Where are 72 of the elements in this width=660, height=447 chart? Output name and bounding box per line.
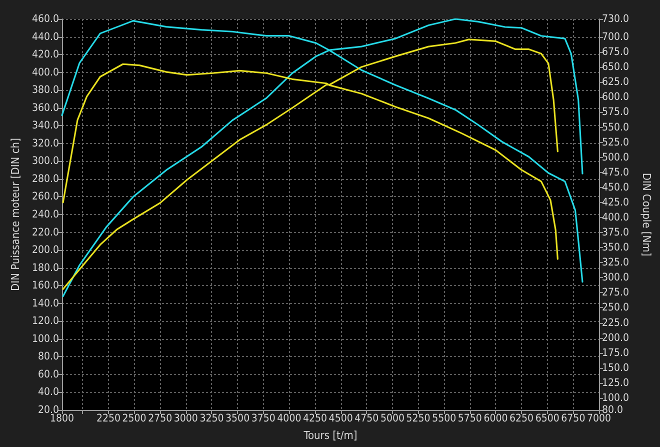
- x-tick-label: 5000: [380, 412, 404, 424]
- x-tick-label: 4000: [277, 412, 302, 424]
- y-axis-title: DIN Puissance moteur [DIN ch]: [9, 138, 22, 291]
- y-tick-label: 400.0: [32, 66, 59, 78]
- x-axis-title: Tours [t/m]: [302, 429, 358, 442]
- y-tick-label: 420.0: [32, 48, 59, 61]
- x-tick-label: 6750: [561, 412, 586, 424]
- x-tick-label: 3000: [174, 412, 198, 424]
- x-tick-label: 3250: [200, 412, 224, 424]
- y-tick-label: 360.0: [32, 102, 59, 114]
- y2-tick-label: 150.0: [602, 362, 630, 374]
- y2-tick-label: 125.0: [602, 376, 630, 389]
- y2-tick-label: 425.0: [602, 196, 630, 208]
- x-tick-label: 3750: [251, 412, 276, 424]
- y2-tick-label: 250.0: [602, 302, 630, 314]
- y2-tick-label: 400.0: [602, 212, 630, 224]
- y2-tick-label: 450.0: [602, 181, 630, 194]
- x-tick-label: 2750: [148, 412, 172, 424]
- x-tick-label: 6500: [535, 412, 560, 424]
- y2-tick-label: 730.0: [602, 13, 630, 25]
- y-tick-label: 200.0: [32, 244, 59, 256]
- x-tick-label: 5750: [458, 412, 482, 424]
- y-tick-label: 60.0: [38, 368, 59, 380]
- y2-tick-label: 200.0: [602, 332, 630, 344]
- y-tick-label: 380.0: [32, 84, 59, 96]
- y2-tick-label: 625.0: [602, 76, 630, 88]
- y-tick-label: 40.0: [38, 386, 59, 398]
- y2-tick-label: 600.0: [602, 91, 630, 104]
- y-tick-label: 320.0: [32, 137, 59, 150]
- y2-tick-label: 350.0: [602, 242, 630, 254]
- y-tick-label: 160.0: [32, 280, 59, 292]
- x-tick-label: 4250: [302, 412, 328, 424]
- y2-tick-label: 500.0: [602, 151, 630, 164]
- y-tick-label: 340.0: [32, 120, 59, 132]
- y2-tick-label: 300.0: [602, 272, 630, 284]
- y2-tick-label: 575.0: [602, 106, 630, 118]
- x-tick-label: 2250: [96, 412, 120, 424]
- y2-tick-label: 550.0: [602, 121, 630, 134]
- y2-tick-label: 525.0: [602, 136, 630, 148]
- y2-tick-label: 375.0: [602, 226, 630, 239]
- y2-tick-label: 675.0: [602, 46, 630, 58]
- y2-tick-label: 700.0: [602, 31, 630, 44]
- x-tick-label: 4750: [354, 412, 379, 424]
- y-tick-label: 180.0: [32, 262, 59, 274]
- y2-tick-label: 650.0: [602, 61, 630, 74]
- y2-tick-label: 325.0: [602, 256, 630, 269]
- x-tick-label: 6000: [484, 412, 508, 424]
- x-tick-label: 1800: [50, 412, 74, 424]
- y2-tick-label: 100.0: [602, 392, 630, 404]
- y2-tick-label: 175.0: [602, 346, 630, 359]
- x-tick-label: 3500: [226, 412, 250, 424]
- y-tick-label: 440.0: [32, 30, 59, 43]
- y-tick-label: 240.0: [32, 208, 59, 220]
- y-tick-label: 140.0: [32, 297, 59, 310]
- x-tick-label: 4500: [328, 412, 353, 424]
- y2-axis-title: DIN Couple [Nm]: [640, 172, 653, 256]
- y-tick-label: 220.0: [32, 226, 59, 238]
- y-tick-label: 260.0: [32, 190, 59, 203]
- y-tick-label: 80.0: [38, 350, 59, 363]
- x-tick-label: 5250: [406, 412, 430, 424]
- x-tick-label: 2500: [122, 412, 146, 424]
- x-tick-label: 5500: [432, 412, 456, 424]
- y-tick-label: 100.0: [32, 332, 59, 345]
- y2-tick-label: 225.0: [602, 316, 630, 329]
- y2-tick-label: 275.0: [602, 286, 630, 299]
- y2-tick-label: 475.0: [602, 166, 630, 178]
- y-tick-label: 280.0: [32, 172, 59, 185]
- x-tick-label: 7000: [586, 412, 612, 424]
- y-tick-label: 460.0: [32, 13, 59, 25]
- y-tick-label: 120.0: [32, 315, 59, 328]
- x-tick-label: 6250: [510, 412, 534, 424]
- y-tick-label: 300.0: [32, 155, 59, 168]
